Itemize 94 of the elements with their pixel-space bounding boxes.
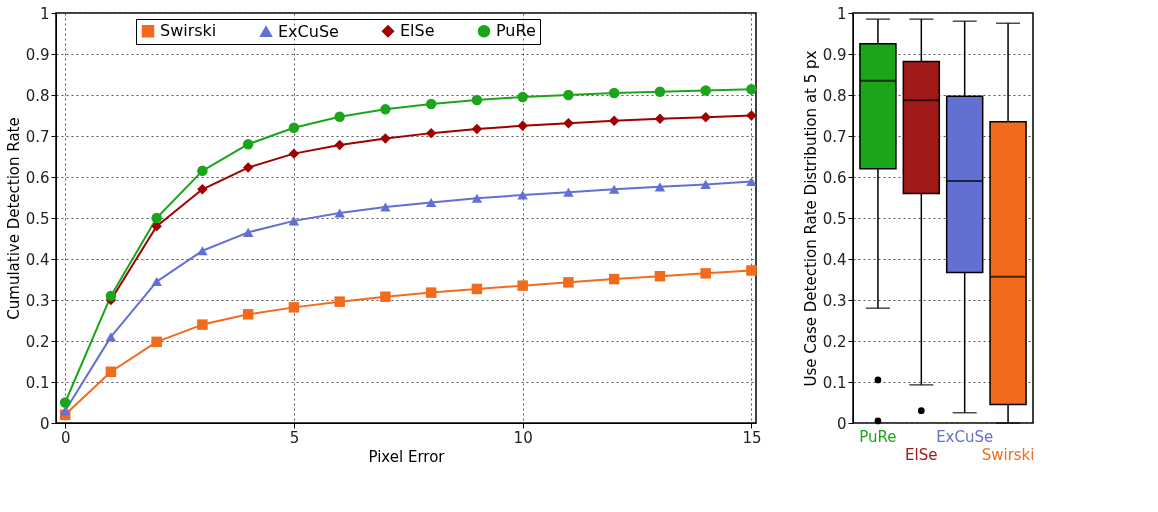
point	[425, 287, 437, 298]
point	[563, 187, 574, 197]
y-tick-label: 0.7	[25, 127, 50, 146]
point	[288, 302, 300, 313]
y-tick-label: 0.1	[822, 373, 847, 392]
y-tick-label: 0.6	[822, 168, 847, 187]
point	[105, 290, 117, 302]
point	[380, 133, 391, 144]
point	[517, 280, 528, 291]
point	[608, 273, 620, 285]
x-axis-title: Pixel Error	[368, 447, 446, 466]
y-tick-label: 0.1	[25, 373, 50, 392]
y-tick-label: 1	[836, 4, 847, 23]
point	[608, 184, 620, 194]
point	[151, 336, 162, 348]
point	[197, 184, 208, 195]
y-tick-label: 0.4	[822, 250, 847, 269]
point	[425, 127, 437, 139]
point	[700, 85, 711, 96]
y-tick-label: 0.2	[822, 332, 847, 351]
point	[517, 190, 528, 200]
y-tick-label: 0.5	[822, 209, 847, 228]
x-tick-label: 0	[60, 428, 71, 447]
y-tick-label: 0.5	[25, 209, 50, 228]
legend-label: ElSe	[400, 21, 435, 41]
point	[425, 98, 437, 110]
y-tick-label: 0	[836, 414, 847, 433]
point	[334, 296, 345, 307]
point	[517, 91, 528, 103]
point	[197, 165, 208, 177]
point	[197, 319, 208, 330]
point	[59, 397, 71, 408]
point	[563, 118, 574, 129]
y-tick-label: 0.8	[822, 86, 847, 105]
point	[654, 182, 666, 192]
point	[59, 406, 71, 416]
legend-label: PuRe	[496, 21, 536, 41]
point	[288, 148, 300, 159]
x-tick-label: 15	[742, 428, 762, 447]
legend-label: Swirski	[160, 21, 217, 41]
x-tick-label: 10	[513, 428, 533, 447]
point	[471, 193, 483, 203]
point	[425, 197, 437, 207]
point	[746, 110, 757, 121]
y-tick-label: 0.9	[25, 45, 50, 64]
point	[746, 176, 757, 187]
point	[700, 179, 711, 189]
point	[471, 123, 483, 135]
y-tick-label: 0	[39, 414, 50, 433]
point	[334, 208, 345, 218]
point	[380, 104, 391, 115]
point	[471, 94, 483, 106]
point	[242, 162, 254, 173]
point	[608, 115, 620, 127]
point	[746, 265, 757, 276]
x-tick-label: 5	[289, 428, 300, 447]
point	[105, 332, 117, 342]
x-tick-label: PuRe	[859, 427, 897, 446]
point	[288, 122, 300, 134]
point	[242, 138, 254, 150]
point	[563, 277, 574, 288]
point	[288, 216, 300, 226]
point	[517, 120, 528, 131]
point	[608, 87, 620, 99]
point	[334, 139, 345, 151]
point	[105, 366, 117, 377]
point	[151, 277, 162, 287]
point	[654, 113, 666, 125]
x-tick-label: ExCuSe	[936, 427, 994, 446]
legend-label: ExCuSe	[278, 21, 339, 41]
point	[380, 291, 391, 302]
point	[151, 212, 162, 224]
y-tick-label: 0.3	[822, 291, 847, 310]
y-tick-label: 0.6	[25, 168, 50, 187]
y-tick-label: 0.9	[822, 45, 847, 64]
y-axis-title: Use Case Detection Rate Distribution at 5 px	[801, 50, 820, 387]
point	[746, 84, 757, 95]
y-tick-label: 1	[39, 4, 50, 23]
point	[471, 283, 483, 295]
point	[197, 246, 208, 256]
point	[563, 89, 574, 101]
point	[700, 268, 711, 279]
point	[242, 227, 254, 237]
y-axis-title: Cumulative Detection Rate	[4, 117, 23, 320]
y-tick-label: 0.3	[25, 291, 50, 310]
y-tick-label: 0.4	[25, 250, 50, 269]
point	[654, 86, 666, 97]
y-tick-label: 0.7	[822, 127, 847, 146]
point	[242, 309, 254, 320]
point	[700, 111, 711, 123]
point	[654, 270, 666, 282]
y-tick-label: 0.8	[25, 86, 50, 105]
point	[334, 111, 345, 122]
y-tick-label: 0.2	[25, 332, 50, 351]
